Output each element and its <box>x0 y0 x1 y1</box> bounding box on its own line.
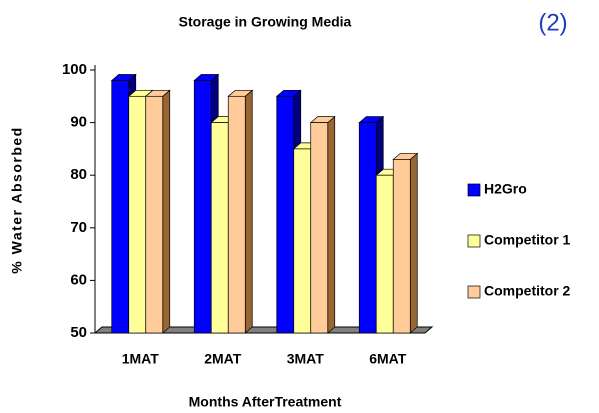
x-tick-label: 3MAT <box>287 351 325 367</box>
legend-swatch <box>467 285 481 299</box>
bar <box>111 80 130 334</box>
y-axis-label: % Water Absorbed <box>9 126 25 273</box>
y-tick-label: 50 <box>70 324 87 341</box>
legend-swatch <box>467 234 481 248</box>
bar <box>276 95 295 334</box>
legend-label: Competitor 2 <box>484 283 571 299</box>
bar-side <box>162 89 171 334</box>
x-tick-label: 1MAT <box>122 351 160 367</box>
bar <box>392 159 411 334</box>
bar <box>128 95 147 334</box>
bar <box>145 95 164 334</box>
x-tick-label: 2MAT <box>204 351 242 367</box>
annotation: (2) <box>538 9 567 36</box>
legend-label: Competitor 1 <box>484 232 571 248</box>
y-tick-label: 80 <box>70 166 87 183</box>
bar-side <box>244 89 253 334</box>
y-tick-label: 100 <box>62 61 87 78</box>
chart-title: Storage in Growing Media <box>179 14 352 30</box>
bar <box>193 80 212 334</box>
bar <box>293 148 312 334</box>
bar-side <box>327 115 336 334</box>
x-axis-label: Months AfterTreatment <box>189 394 342 410</box>
y-tick-label: 60 <box>70 271 87 288</box>
bar <box>227 95 246 334</box>
y-tick-label: 90 <box>70 114 87 131</box>
bar <box>375 174 394 334</box>
bar <box>358 122 377 334</box>
x-tick-label: 6MAT <box>369 351 407 367</box>
legend-label: H2Gro <box>484 181 527 197</box>
bar <box>210 122 229 334</box>
bar <box>310 122 329 334</box>
bar-side <box>409 152 418 334</box>
y-tick-label: 70 <box>70 219 87 236</box>
legend-swatch <box>467 183 481 197</box>
